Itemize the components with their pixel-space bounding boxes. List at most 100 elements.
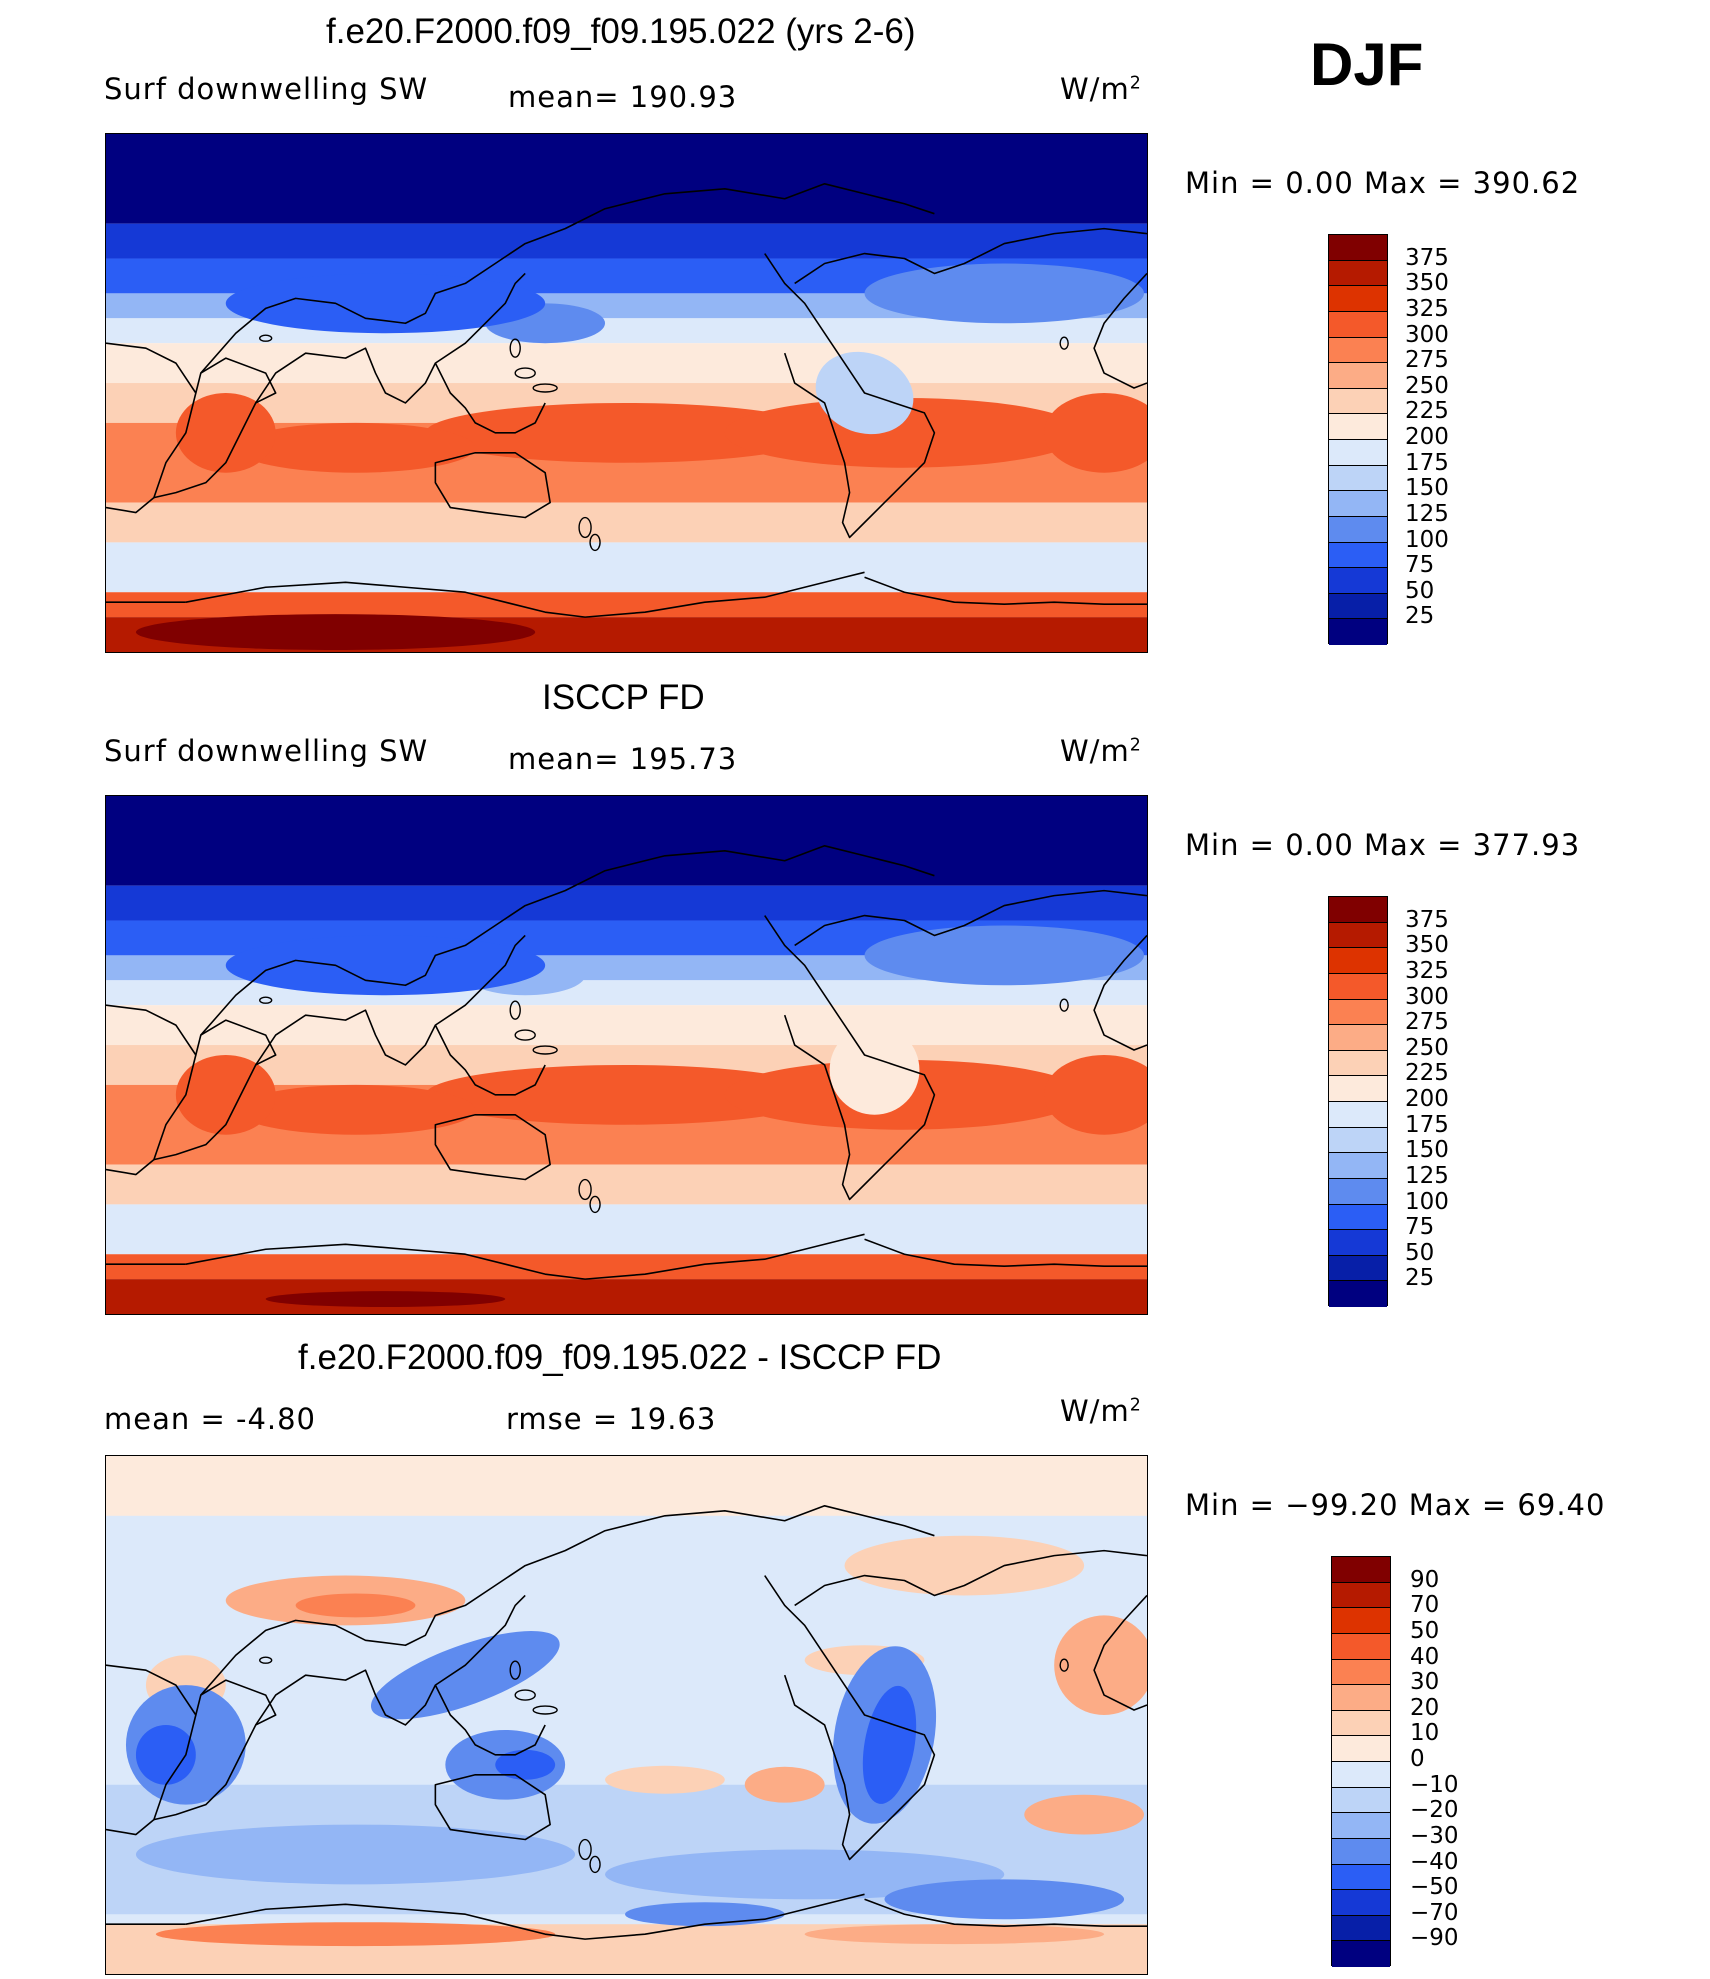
colorbar-tick-label: 30 <box>1410 1669 1440 1696</box>
colorbar-tick-label: 200 <box>1405 1086 1449 1112</box>
panel-1-map <box>105 133 1148 653</box>
colorbar-tick-label: 175 <box>1405 449 1449 476</box>
island-outline <box>532 1045 558 1055</box>
colorbar-tick-label: 75 <box>1405 552 1435 579</box>
colorbar-segment <box>1332 1838 1390 1865</box>
colorbar-segment <box>1329 897 1387 923</box>
field-blob <box>864 263 1145 324</box>
colorbar-tick-label: 325 <box>1405 957 1449 984</box>
colorbar-tick-label: 100 <box>1405 526 1449 553</box>
field-blob <box>829 1025 920 1115</box>
field-band <box>106 1005 1147 1046</box>
colorbar-tick-label: 350 <box>1405 270 1449 297</box>
colorbar-segment <box>1332 1915 1390 1942</box>
colorbar-segment <box>1329 542 1387 569</box>
field-blob <box>135 1724 196 1785</box>
island-outline <box>532 1705 558 1715</box>
island-outline <box>509 338 521 358</box>
panel-1-title: f.e20.F2000.f09_f09.195.022 (yrs 2-6) <box>326 12 916 51</box>
colorbar-tick-label: 125 <box>1405 1162 1449 1189</box>
coastline <box>255 272 526 404</box>
coastline <box>106 1664 197 1836</box>
colorbar-tick-label: 325 <box>1405 295 1449 322</box>
field-band <box>106 1279 1147 1314</box>
coastline <box>434 1113 551 1181</box>
field-band <box>106 796 1147 886</box>
colorbar-tick-label: 50 <box>1405 577 1435 604</box>
colorbar-tick-label: 250 <box>1405 1034 1449 1061</box>
colorbar-tick-label: 20 <box>1410 1694 1440 1721</box>
colorbar-tick-label: −70 <box>1410 1899 1459 1926</box>
panel-2-minmax: Min = 0.00 Max = 377.93 <box>1185 828 1581 862</box>
colorbar-tick-label: −30 <box>1410 1822 1459 1849</box>
panel-3-colorbar <box>1331 1556 1391 1967</box>
colorbar-segment <box>1332 1608 1390 1634</box>
island-outline <box>514 1029 536 1041</box>
colorbar-segment <box>1329 1076 1387 1102</box>
island-outline <box>509 1000 521 1020</box>
field-blob <box>844 1535 1085 1596</box>
colorbar-segment <box>1329 491 1387 517</box>
colorbar-segment <box>1329 1127 1387 1154</box>
island-outline <box>578 1838 592 1861</box>
colorbar-tick-label: 0 <box>1410 1746 1425 1772</box>
colorbar-tick-label: −50 <box>1410 1874 1459 1901</box>
panel-2-map <box>105 795 1148 1315</box>
coastline <box>434 362 546 434</box>
colorbar-tick-label: −10 <box>1410 1771 1459 1798</box>
colorbar-tick-label: 125 <box>1405 500 1449 527</box>
field-blob <box>1044 393 1147 473</box>
field-blob <box>864 925 1145 986</box>
field-blob <box>1054 1615 1147 1715</box>
panel-2-units: W/m2 <box>1060 734 1142 768</box>
coastline <box>794 227 1147 285</box>
field-blob <box>155 1922 556 1947</box>
colorbar-tick-label: 275 <box>1405 1009 1449 1036</box>
colorbar-tick-label: 175 <box>1405 1111 1449 1138</box>
coastline <box>185 1893 865 1940</box>
field-blob <box>744 1766 825 1803</box>
colorbar-tick-label: 50 <box>1405 1239 1435 1266</box>
field-blob <box>625 1902 785 1927</box>
panel-3-units: W/m2 <box>1060 1394 1142 1428</box>
colorbar-tick-label: 300 <box>1405 983 1449 1010</box>
colorbar-segment <box>1329 414 1387 440</box>
colorbar-tick-label: 250 <box>1405 372 1449 399</box>
colorbar-segment <box>1329 1025 1387 1051</box>
field-blob <box>370 1631 560 1720</box>
field-blob <box>425 1064 825 1125</box>
island-outline <box>578 516 592 539</box>
field-blob <box>1044 1055 1147 1135</box>
field-blob <box>425 402 825 463</box>
coastline <box>794 1549 1147 1607</box>
panel-1-colorbar <box>1328 234 1388 645</box>
panel-1-variable: Surf downwelling SW <box>104 72 429 106</box>
coastline <box>764 253 936 539</box>
colorbar-segment <box>1329 999 1387 1026</box>
field-blob <box>724 397 1085 468</box>
coastline <box>764 1575 936 1861</box>
colorbar-segment <box>1329 1204 1387 1231</box>
field-blob <box>804 1924 1105 1945</box>
island-outline <box>514 1689 536 1701</box>
colorbar-segment <box>1332 1941 1390 1967</box>
panel-3-title: f.e20.F2000.f09_f09.195.022 - ISCCP FD <box>298 1338 942 1377</box>
colorbar-segment <box>1329 440 1387 466</box>
coastline <box>255 1594 526 1726</box>
field-blob <box>225 273 546 334</box>
coastline <box>864 1238 1147 1267</box>
field-band <box>106 1164 1147 1205</box>
colorbar-tick-label: 200 <box>1405 424 1449 450</box>
colorbar-tick-label: 150 <box>1405 1137 1449 1164</box>
colorbar-segment <box>1329 286 1387 312</box>
coastline <box>764 915 936 1201</box>
island-outline <box>1059 998 1069 1012</box>
colorbar-segment <box>1329 973 1387 1000</box>
coastline <box>185 1233 865 1280</box>
panel-3-minmax: Min = −99.20 Max = 69.40 <box>1185 1488 1606 1522</box>
colorbar-tick-label: 25 <box>1405 1265 1435 1292</box>
colorbar-segment <box>1329 1281 1387 1307</box>
colorbar-tick-label: 150 <box>1405 475 1449 502</box>
island-outline <box>509 1660 521 1680</box>
coastline <box>185 571 865 618</box>
